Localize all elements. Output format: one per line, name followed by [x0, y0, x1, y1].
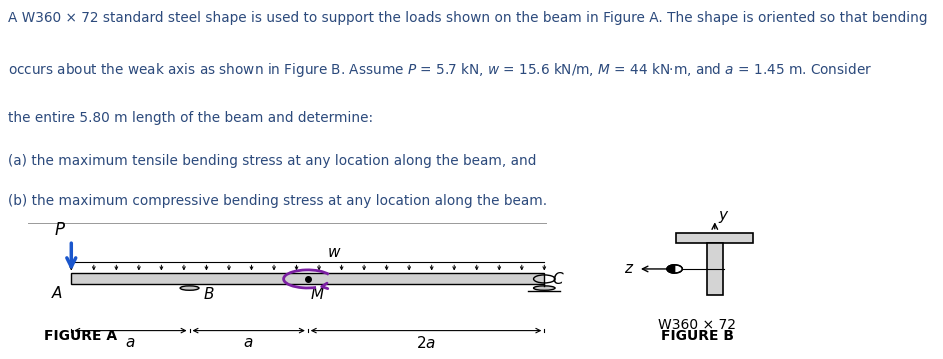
Bar: [707, 243, 722, 295]
Text: A W360 × 72 standard steel shape is used to support the loads shown on the beam : A W360 × 72 standard steel shape is used…: [8, 11, 927, 25]
Text: $2a$: $2a$: [416, 335, 436, 351]
Text: (b) the maximum compressive bending stress at any location along the beam.: (b) the maximum compressive bending stre…: [8, 194, 547, 208]
Text: $w$: $w$: [327, 245, 342, 260]
Text: $y$: $y$: [719, 209, 730, 225]
Text: $P$: $P$: [54, 221, 66, 239]
Text: occurs about the weak axis as shown in Figure B. Assume $P$ = 5.7 kN, $w$ = 15.6: occurs about the weak axis as shown in F…: [8, 61, 871, 79]
Bar: [72, 274, 544, 284]
Text: $M$: $M$: [310, 286, 325, 302]
Bar: [676, 233, 753, 243]
Text: $z$: $z$: [624, 261, 635, 276]
Text: FIGURE B: FIGURE B: [661, 329, 734, 343]
Text: $a$: $a$: [243, 335, 254, 350]
Text: $A$: $A$: [51, 285, 63, 302]
Ellipse shape: [534, 286, 555, 290]
Circle shape: [667, 265, 683, 273]
Text: $C$: $C$: [553, 271, 565, 287]
Text: W360 × 72: W360 × 72: [658, 318, 736, 332]
Text: FIGURE A: FIGURE A: [44, 328, 118, 342]
Ellipse shape: [180, 286, 199, 290]
Text: (a) the maximum tensile bending stress at any location along the beam, and: (a) the maximum tensile bending stress a…: [8, 154, 536, 168]
Text: the entire 5.80 m length of the beam and determine:: the entire 5.80 m length of the beam and…: [8, 111, 372, 125]
Text: $a$: $a$: [125, 335, 136, 350]
Polygon shape: [667, 265, 674, 273]
Text: $B$: $B$: [203, 286, 214, 303]
